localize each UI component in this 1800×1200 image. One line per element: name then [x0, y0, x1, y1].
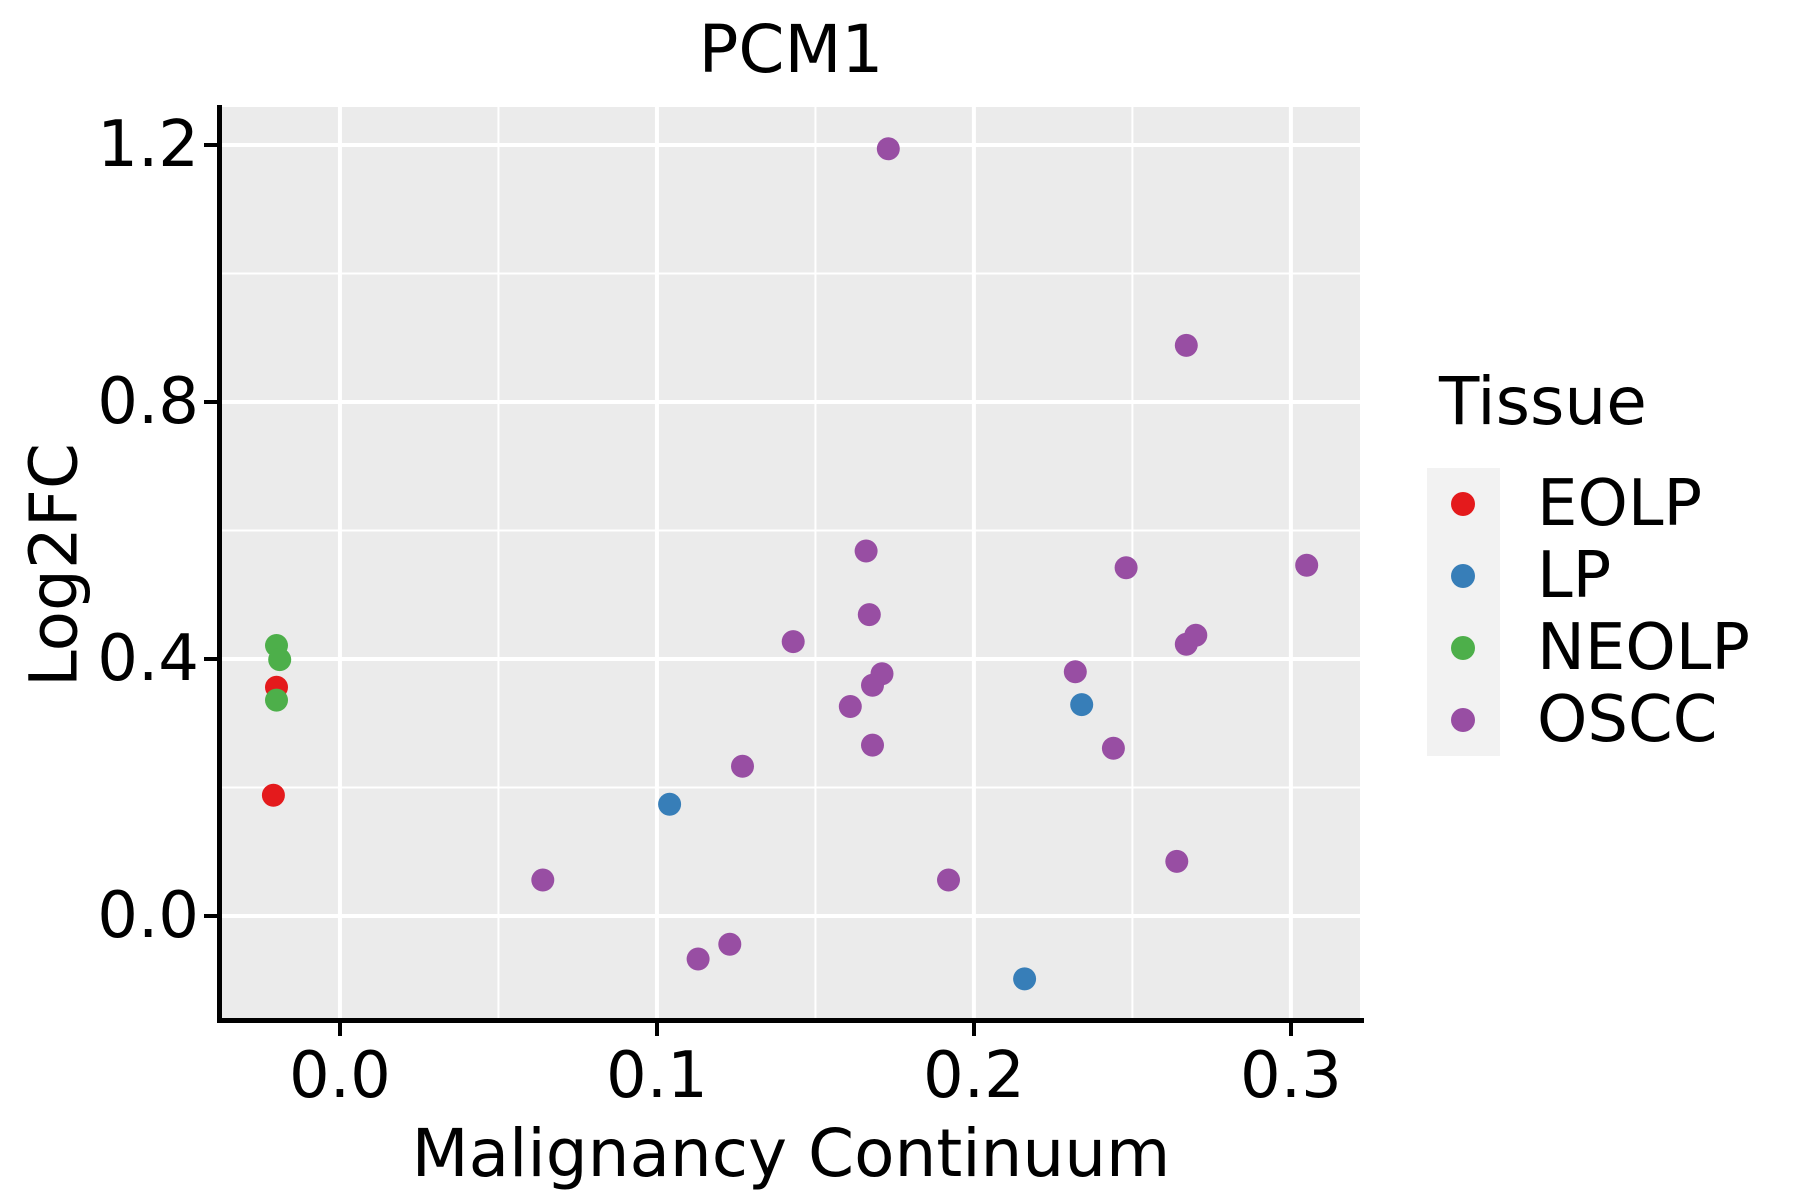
legend-label: LP [1537, 539, 1612, 613]
data-point-oscc [857, 603, 881, 627]
legend-item-eolp: EOLP [1427, 468, 1800, 540]
legend-key [1427, 612, 1500, 684]
y-tick-label: 0.0 [97, 878, 199, 953]
lp-dot-icon [1451, 564, 1475, 588]
legend-title: Tissue [1439, 363, 1647, 440]
data-point-oscc [686, 947, 710, 971]
data-point-oscc [870, 662, 894, 686]
legend-label: NEOLP [1537, 611, 1750, 685]
data-point-neolp [265, 688, 288, 712]
data-point-eolp [261, 783, 285, 807]
data-point-oscc [1114, 556, 1138, 580]
y-tick-label: 0.8 [97, 364, 199, 439]
x-tick [337, 1023, 342, 1036]
data-point-lp [1013, 967, 1037, 991]
data-point-oscc [731, 754, 754, 778]
y-tick [204, 399, 217, 404]
x-tick-label: 0.2 [923, 1039, 1025, 1113]
x-axis-line [217, 1018, 1364, 1023]
plot-area-svg [222, 107, 1360, 1020]
data-point-oscc [854, 539, 878, 563]
legend-item-neolp: NEOLP [1427, 612, 1800, 684]
data-point-oscc [781, 630, 805, 654]
data-point-oscc [937, 868, 960, 892]
y-tick [204, 656, 217, 661]
data-point-lp [658, 792, 682, 816]
x-tick [1288, 1023, 1293, 1036]
data-point-oscc [1184, 623, 1208, 647]
x-tick [971, 1023, 976, 1036]
legend-label: EOLP [1537, 467, 1703, 541]
data-point-oscc [1063, 660, 1087, 684]
x-axis-title: Malignancy Continuum [411, 1115, 1171, 1192]
plot-title: PCM1 [698, 11, 884, 88]
y-tick [204, 913, 217, 918]
data-point-oscc [1295, 553, 1319, 577]
oscc-dot-icon [1451, 708, 1475, 732]
legend-key [1427, 468, 1500, 540]
data-point-lp [1070, 693, 1094, 717]
data-point-oscc [1165, 849, 1189, 873]
data-point-oscc [876, 137, 900, 161]
data-point-oscc [838, 695, 862, 718]
x-tick-label: 0.3 [1240, 1039, 1342, 1113]
y-tick-label: 1.2 [97, 107, 199, 182]
legend-key [1427, 684, 1500, 756]
y-axis-line [217, 105, 222, 1022]
data-point-oscc [1101, 736, 1125, 760]
y-tick [204, 142, 217, 147]
data-point-oscc [718, 932, 742, 956]
x-tick [654, 1023, 659, 1036]
eolp-dot-icon [1451, 492, 1475, 516]
data-point-oscc [861, 733, 884, 757]
legend-item-lp: LP [1427, 540, 1800, 612]
x-tick-label: 0.0 [289, 1039, 391, 1113]
data-point-neolp [268, 648, 292, 672]
data-point-oscc [531, 868, 555, 892]
legend-label: OSCC [1537, 683, 1718, 757]
legend-items: EOLP LP NEOLP OSCC [1427, 468, 1800, 756]
x-tick-label: 0.1 [606, 1039, 708, 1113]
y-axis-title: Log2FC [15, 443, 93, 687]
legend-key [1427, 540, 1500, 612]
neolp-dot-icon [1451, 636, 1475, 660]
legend-item-oscc: OSCC [1427, 684, 1800, 756]
y-tick-label: 0.4 [97, 621, 199, 696]
data-point-oscc [1174, 333, 1198, 357]
plot-panel [222, 107, 1360, 1020]
